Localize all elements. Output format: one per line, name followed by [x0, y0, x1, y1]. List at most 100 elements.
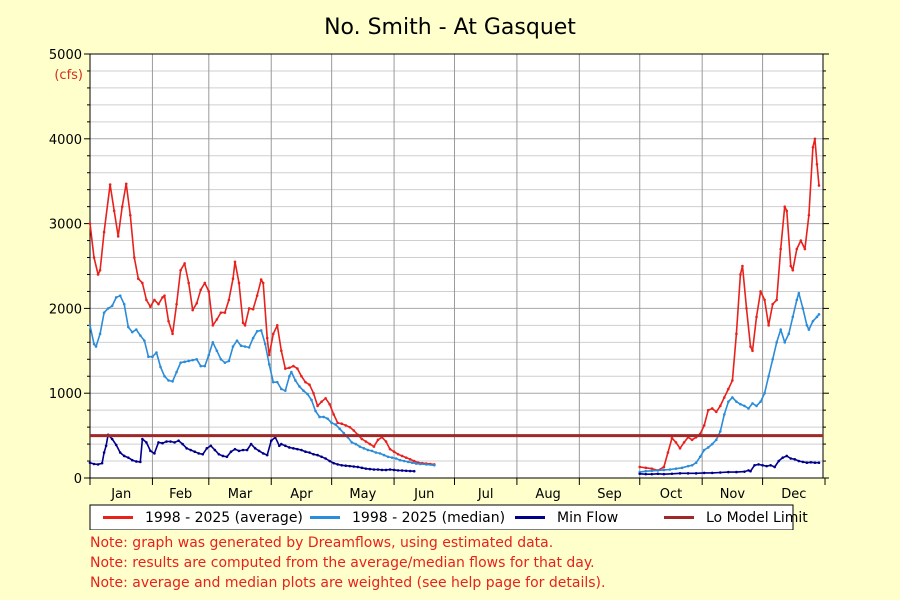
data-point	[255, 294, 259, 297]
data-point	[183, 360, 186, 364]
data-point	[755, 315, 758, 319]
y-axis-unit-label: (cfs)	[54, 68, 83, 83]
legend-label: 1998 - 2025 (average)	[145, 510, 303, 526]
data-point	[320, 455, 323, 459]
data-point	[203, 364, 207, 368]
data-point	[169, 440, 172, 443]
data-point	[743, 470, 746, 473]
data-point	[662, 468, 666, 472]
data-point	[245, 448, 249, 452]
data-point	[418, 462, 422, 466]
data-point	[384, 440, 388, 443]
data-point	[815, 315, 819, 319]
data-point	[213, 448, 217, 452]
data-point	[745, 307, 748, 310]
data-point	[714, 438, 718, 442]
data-point	[706, 408, 710, 412]
data-point	[151, 355, 154, 359]
y-tick-label: 0	[74, 472, 82, 487]
data-point	[789, 457, 793, 460]
data-point	[149, 305, 152, 309]
note-line: Note: results are computed from the aver…	[90, 555, 595, 571]
data-point	[388, 447, 392, 451]
data-point	[261, 452, 265, 455]
data-point	[723, 413, 726, 416]
data-point	[271, 332, 275, 336]
data-point	[304, 380, 307, 384]
data-point	[743, 404, 746, 408]
data-point	[233, 260, 237, 264]
data-point	[175, 302, 178, 306]
data-point	[88, 324, 92, 327]
data-point	[686, 464, 690, 468]
data-point	[247, 346, 251, 349]
data-point	[801, 307, 805, 310]
data-point	[257, 449, 261, 453]
data-point	[773, 465, 776, 469]
data-point	[680, 466, 684, 470]
data-point	[807, 213, 811, 217]
data-point	[241, 448, 245, 452]
data-point	[219, 357, 223, 361]
data-point	[805, 461, 809, 465]
data-point	[141, 437, 144, 441]
data-point	[791, 268, 795, 272]
data-point	[364, 467, 368, 470]
data-point	[644, 472, 648, 476]
data-point	[135, 460, 138, 463]
data-point	[396, 469, 400, 472]
data-point	[143, 339, 146, 342]
data-point	[433, 463, 436, 467]
data-point	[110, 304, 114, 308]
data-point	[269, 439, 273, 442]
data-point	[98, 332, 102, 336]
data-point	[718, 430, 722, 433]
data-point	[312, 391, 315, 395]
data-point	[116, 235, 120, 238]
data-point	[92, 462, 96, 466]
data-point	[815, 162, 819, 166]
data-point	[161, 296, 164, 299]
data-point	[799, 239, 803, 242]
data-point	[195, 357, 199, 361]
data-point	[271, 380, 275, 384]
data-point	[757, 463, 760, 466]
data-point	[130, 458, 134, 462]
data-point	[259, 329, 263, 332]
data-point	[358, 445, 362, 448]
data-point	[767, 324, 770, 327]
data-point	[161, 441, 164, 445]
data-point	[638, 465, 642, 469]
data-point	[797, 459, 801, 463]
data-point	[759, 290, 762, 293]
data-point	[167, 379, 170, 382]
data-point	[112, 209, 116, 213]
data-point	[324, 457, 327, 460]
data-point	[147, 355, 150, 359]
data-point	[229, 450, 233, 454]
data-point	[378, 452, 382, 455]
data-point	[183, 262, 186, 265]
data-point	[92, 342, 96, 346]
data-point	[296, 367, 299, 370]
data-point	[352, 465, 356, 468]
data-point	[755, 404, 758, 408]
data-point	[370, 449, 374, 453]
data-point	[807, 328, 811, 331]
data-point	[702, 424, 706, 427]
data-point	[197, 452, 201, 455]
data-point	[783, 341, 787, 344]
data-point	[412, 469, 416, 473]
grid-lines	[90, 53, 823, 479]
data-point	[795, 247, 799, 251]
data-point	[171, 380, 174, 383]
data-point	[763, 298, 766, 302]
y-tick-label: 1000	[49, 387, 82, 402]
data-point	[195, 302, 199, 305]
data-point	[710, 471, 714, 475]
data-point	[135, 328, 138, 331]
data-point	[817, 184, 821, 187]
data-point	[96, 273, 100, 276]
data-point	[739, 273, 742, 276]
data-point	[320, 400, 323, 403]
